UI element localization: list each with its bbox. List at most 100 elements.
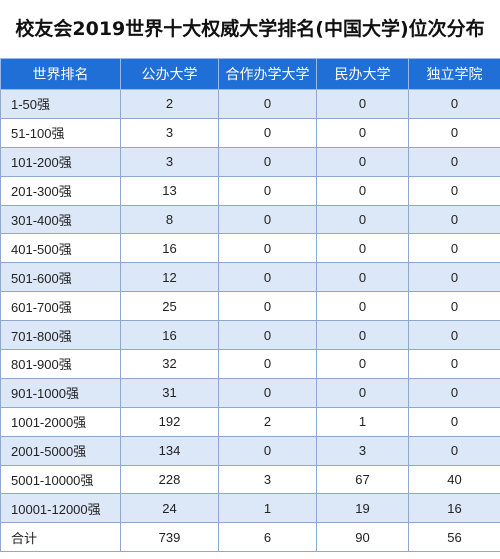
- value-cell: 0: [408, 291, 500, 322]
- rank-cell: 701-800强: [0, 320, 121, 351]
- value-cell: 134: [120, 435, 219, 466]
- value-cell: 40: [408, 464, 500, 495]
- value-cell: 0: [218, 175, 317, 206]
- value-cell: 0: [408, 435, 500, 466]
- value-cell: 12: [120, 262, 219, 293]
- value-cell: 0: [408, 175, 500, 206]
- value-cell: 228: [120, 464, 219, 495]
- rank-cell: 1-50强: [0, 89, 121, 119]
- value-cell: 0: [408, 233, 500, 264]
- rank-cell: 401-500强: [0, 233, 121, 264]
- value-cell: 0: [218, 320, 317, 351]
- value-cell: 1: [316, 406, 409, 437]
- rank-cell: 901-1000强: [0, 377, 121, 408]
- value-cell: 0: [218, 233, 317, 264]
- header-row: 世界排名 公办大学 合作办学大学 民办大学 独立学院: [0, 58, 500, 90]
- header-cell: 公办大学: [120, 58, 219, 90]
- value-cell: 0: [408, 146, 500, 177]
- rank-cell: 201-300强: [0, 175, 121, 206]
- rank-cell: 301-400强: [0, 204, 121, 235]
- value-cell: 8: [120, 204, 219, 235]
- value-cell: 67: [316, 464, 409, 495]
- value-cell: 0: [316, 291, 409, 322]
- header-cell: 民办大学: [316, 58, 409, 90]
- value-cell: 0: [408, 349, 500, 379]
- value-cell: 16: [120, 233, 219, 264]
- header-cell: 合作办学大学: [218, 58, 317, 90]
- value-cell: 0: [316, 175, 409, 206]
- value-cell: 0: [408, 320, 500, 351]
- ranking-table: 世界排名 公办大学 合作办学大学 民办大学 独立学院 1-50强 2 0 0 0 51-1…: [0, 58, 500, 553]
- table-row: 5001-10000强 228 3 67 40: [0, 464, 500, 495]
- value-cell: 0: [218, 262, 317, 293]
- value-cell: 192: [120, 406, 219, 437]
- value-cell: 1: [218, 493, 317, 524]
- rank-cell: 1001-2000强: [0, 406, 121, 437]
- value-cell: 3: [120, 117, 219, 148]
- table-row: 1-50强 2 0 0 0: [0, 89, 500, 119]
- value-cell: 3: [316, 435, 409, 466]
- value-cell: 31: [120, 377, 219, 408]
- value-cell: 0: [218, 204, 317, 235]
- value-cell: 2: [120, 89, 219, 119]
- value-cell: 0: [218, 146, 317, 177]
- table-row: 901-1000强 31 0 0 0: [0, 377, 500, 408]
- value-cell: 13: [120, 175, 219, 206]
- table-row: 101-200强 3 0 0 0: [0, 146, 500, 177]
- table-row: 201-300强 13 0 0 0: [0, 175, 500, 206]
- table-row: 10001-12000强 24 1 19 16: [0, 493, 500, 524]
- value-cell: 16: [120, 320, 219, 351]
- table-row: 301-400强 8 0 0 0: [0, 204, 500, 235]
- table-row: 401-500强 16 0 0 0: [0, 233, 500, 264]
- value-cell: 6: [218, 522, 317, 553]
- value-cell: 0: [408, 204, 500, 235]
- table-row: 51-100强 3 0 0 0: [0, 117, 500, 148]
- rank-cell: 501-600强: [0, 262, 121, 293]
- value-cell: 0: [316, 117, 409, 148]
- rank-cell: 801-900强: [0, 349, 121, 379]
- total-row: 合计 739 6 90 56: [0, 522, 500, 553]
- table-row: 701-800强 16 0 0 0: [0, 320, 500, 351]
- value-cell: 90: [316, 522, 409, 553]
- table-row: 501-600强 12 0 0 0: [0, 262, 500, 293]
- rank-cell: 2001-5000强: [0, 435, 121, 466]
- value-cell: 0: [218, 435, 317, 466]
- value-cell: 0: [316, 146, 409, 177]
- value-cell: 0: [316, 349, 409, 379]
- value-cell: 0: [218, 89, 317, 119]
- value-cell: 0: [316, 262, 409, 293]
- rank-cell: 合计: [0, 522, 121, 553]
- value-cell: 739: [120, 522, 219, 553]
- value-cell: 24: [120, 493, 219, 524]
- value-cell: 0: [408, 117, 500, 148]
- header-cell: 独立学院: [408, 58, 500, 90]
- table-title: 校友会2019世界十大权威大学排名(中国大学)位次分布: [15, 18, 485, 40]
- header-cell: 世界排名: [0, 58, 121, 90]
- value-cell: 0: [218, 377, 317, 408]
- table-row: 1001-2000强 192 2 1 0: [0, 406, 500, 437]
- value-cell: 0: [316, 204, 409, 235]
- rank-cell: 5001-10000强: [0, 464, 121, 495]
- value-cell: 32: [120, 349, 219, 379]
- value-cell: 0: [408, 89, 500, 119]
- value-cell: 56: [408, 522, 500, 553]
- rank-cell: 101-200强: [0, 146, 121, 177]
- value-cell: 0: [218, 117, 317, 148]
- value-cell: 16: [408, 493, 500, 524]
- rank-cell: 601-700强: [0, 291, 121, 322]
- table-row: 601-700强 25 0 0 0: [0, 291, 500, 322]
- rank-cell: 10001-12000强: [0, 493, 121, 524]
- value-cell: 19: [316, 493, 409, 524]
- table-row: 2001-5000强 134 0 3 0: [0, 435, 500, 466]
- value-cell: 0: [218, 291, 317, 322]
- value-cell: 3: [120, 146, 219, 177]
- table-body: 1-50强 2 0 0 0 51-100强 3 0 0 0 101-200强 3 0 0 0 201-300强…: [0, 89, 500, 553]
- value-cell: 25: [120, 291, 219, 322]
- value-cell: 0: [408, 377, 500, 408]
- value-cell: 0: [408, 262, 500, 293]
- value-cell: 0: [316, 320, 409, 351]
- value-cell: 3: [218, 464, 317, 495]
- rank-cell: 51-100强: [0, 117, 121, 148]
- value-cell: 0: [316, 89, 409, 119]
